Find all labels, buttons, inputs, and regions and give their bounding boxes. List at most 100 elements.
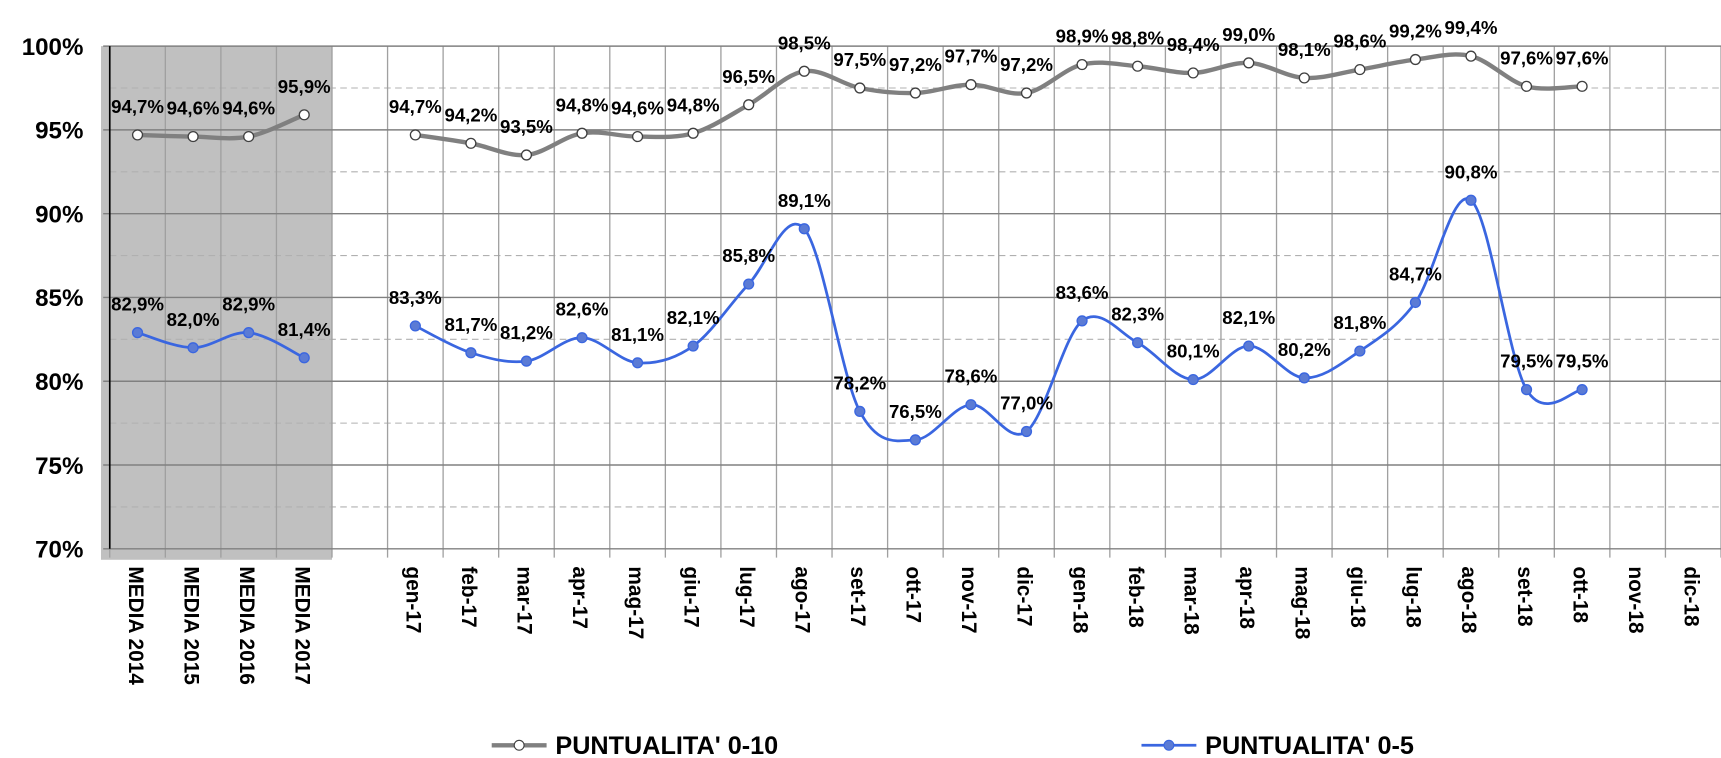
data-label: 90,8% xyxy=(1445,161,1498,182)
data-label: 98,9% xyxy=(1056,26,1109,47)
x-tick-label: dic-17 xyxy=(1013,566,1036,626)
data-point xyxy=(1298,72,1310,84)
data-point xyxy=(243,130,255,143)
data-label: 80,2% xyxy=(1278,339,1331,360)
series-line xyxy=(137,52,1583,158)
data-label: 83,3% xyxy=(389,287,442,308)
x-tick-label: MEDIA 2017 xyxy=(290,566,313,685)
x-tick-label: giu-17 xyxy=(679,566,702,627)
data-point xyxy=(576,127,588,139)
x-tick-label: mag-18 xyxy=(1291,566,1314,639)
x-tick-label: dic-18 xyxy=(1679,566,1702,626)
data-label: 82,3% xyxy=(1111,304,1164,325)
data-point xyxy=(465,347,477,359)
data-point xyxy=(576,332,588,344)
data-label: 97,7% xyxy=(945,46,998,67)
data-label: 93,5% xyxy=(500,116,553,137)
data-label: 97,2% xyxy=(889,54,942,75)
data-point xyxy=(1076,315,1088,327)
data-label: 99,4% xyxy=(1445,17,1498,38)
x-tick-label: gen-17 xyxy=(402,566,425,633)
y-tick-label: 70% xyxy=(35,537,83,564)
data-point xyxy=(243,327,255,339)
data-label: 98,6% xyxy=(1333,31,1386,52)
data-point xyxy=(965,399,977,411)
data-label: 94,7% xyxy=(111,96,164,117)
data-label: 94,8% xyxy=(556,94,609,115)
x-tick-label: apr-18 xyxy=(1235,566,1258,629)
data-point xyxy=(298,352,310,364)
x-tick-label: set-17 xyxy=(846,566,869,626)
data-point xyxy=(131,327,144,339)
data-point xyxy=(1576,384,1588,396)
data-point xyxy=(743,278,755,290)
data-point xyxy=(1187,373,1199,386)
data-point xyxy=(1243,340,1255,352)
data-point xyxy=(1354,63,1366,76)
data-point xyxy=(1354,345,1366,357)
data-point xyxy=(187,342,199,354)
data-point xyxy=(409,320,421,332)
data-point xyxy=(1409,53,1422,66)
x-tick-label: nov-17 xyxy=(957,566,980,633)
x-tick-label: set-18 xyxy=(1513,566,1536,626)
data-point xyxy=(854,82,866,94)
x-tick-label: ago-18 xyxy=(1457,566,1480,633)
x-tick-label: feb-17 xyxy=(457,566,480,627)
data-point xyxy=(1020,87,1033,99)
legend-label: PUNTUALITA' 0-10 xyxy=(555,732,778,758)
y-tick-label: 75% xyxy=(35,453,83,480)
data-label: 97,2% xyxy=(1000,54,1053,75)
x-tick-label: nov-18 xyxy=(1624,566,1647,633)
data-point xyxy=(687,340,699,352)
y-tick-label: 100% xyxy=(22,34,84,61)
x-tick-label: MEDIA 2015 xyxy=(179,566,202,685)
data-point xyxy=(1409,296,1422,309)
data-point xyxy=(798,223,810,235)
data-label: 89,1% xyxy=(778,190,831,211)
data-label: 85,8% xyxy=(722,245,775,266)
x-tick-label: MEDIA 2016 xyxy=(235,566,258,685)
data-label: 82,0% xyxy=(167,309,220,330)
data-label: 81,2% xyxy=(500,322,553,343)
data-label: 99,2% xyxy=(1389,21,1442,42)
data-point xyxy=(298,109,310,121)
data-label: 95,9% xyxy=(278,76,331,97)
data-label: 94,6% xyxy=(167,98,220,119)
data-label: 79,5% xyxy=(1500,351,1553,372)
data-label: 94,7% xyxy=(389,96,442,117)
data-label: 82,1% xyxy=(1222,307,1275,328)
legend-label: PUNTUALITA' 0-5 xyxy=(1205,732,1414,758)
data-point xyxy=(409,129,421,141)
data-point xyxy=(1520,80,1533,92)
data-label: 94,6% xyxy=(222,98,275,119)
data-point xyxy=(631,130,644,143)
data-label: 81,4% xyxy=(278,319,331,340)
data-label: 78,2% xyxy=(833,372,886,393)
data-point xyxy=(1187,67,1199,79)
data-label: 98,5% xyxy=(778,32,831,53)
data-label: 81,7% xyxy=(444,314,497,335)
data-label: 98,8% xyxy=(1111,27,1164,48)
data-point xyxy=(1298,372,1310,384)
data-point xyxy=(465,137,477,149)
data-label: 96,5% xyxy=(722,66,775,87)
data-label: 77,0% xyxy=(1000,393,1053,414)
data-point xyxy=(187,130,199,143)
data-point xyxy=(687,127,699,139)
data-point xyxy=(1465,50,1477,62)
data-label: 82,9% xyxy=(222,294,275,315)
data-label: 78,6% xyxy=(945,366,998,387)
data-label: 84,7% xyxy=(1389,264,1442,285)
y-tick-label: 90% xyxy=(35,201,83,228)
x-tick-label: ott-17 xyxy=(902,566,925,623)
data-point xyxy=(520,149,533,161)
data-point xyxy=(131,129,144,141)
data-label: 98,4% xyxy=(1167,34,1220,55)
data-label: 76,5% xyxy=(889,401,942,422)
x-tick-label: feb-18 xyxy=(1124,566,1147,627)
data-point xyxy=(798,65,810,77)
data-point xyxy=(1132,60,1144,72)
y-tick-label: 85% xyxy=(35,285,83,312)
